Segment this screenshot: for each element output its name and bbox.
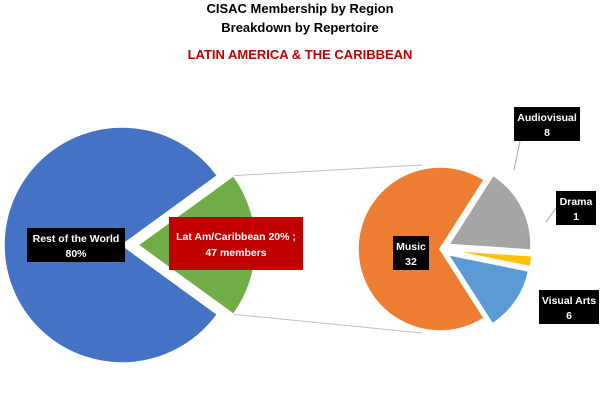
latam-label: Lat Am/Caribbean 20% ; 47 members (169, 217, 303, 270)
rest-of-world-label-box (27, 228, 125, 262)
latam-label-line1: Lat Am/Caribbean 20% ; (176, 231, 296, 243)
visual-arts-label-name: Visual Arts (542, 295, 596, 307)
drama-label: Drama 1 (545, 191, 596, 225)
chart-title: CISAC Membership by Region (206, 1, 393, 16)
visual-arts-label-value: 6 (566, 310, 572, 322)
connector-lines (233, 164, 423, 334)
visual-arts-label: Visual Arts 6 (539, 290, 599, 324)
rest-of-world-label-name: Rest of the World (33, 233, 120, 245)
music-label: Music 32 (393, 236, 429, 270)
pie-slice-visual-arts (446, 253, 530, 325)
music-label-box (393, 236, 429, 270)
drama-label-name: Drama (560, 196, 593, 208)
music-label-value: 32 (405, 256, 417, 268)
drama-label-box (556, 191, 596, 225)
chart-subtitle: Breakdown by Repertoire (221, 20, 379, 35)
drama-leader-line (545, 207, 557, 223)
latam-label-line2: 47 members (205, 247, 266, 259)
region-title: LATIN AMERICA & THE CARIBBEAN (188, 47, 413, 62)
drama-label-value: 1 (573, 211, 579, 223)
pie-slice-audiovisual (447, 174, 532, 251)
breakdown-pie (357, 166, 533, 332)
pie-slice-drama (449, 249, 533, 268)
visual-arts-label-box (539, 290, 599, 324)
connector-line-top (233, 164, 423, 177)
audiovisual-label-name: Audiovisual (517, 112, 577, 124)
rest-of-world-label: Rest of the World 80% (27, 228, 125, 262)
audiovisual-label-value: 8 (544, 127, 550, 139)
audiovisual-label-box (514, 107, 580, 141)
connector-line-bottom (233, 313, 423, 334)
music-label-name: Music (396, 241, 426, 253)
audiovisual-label: Audiovisual 8 (513, 107, 580, 171)
audiovisual-leader-line (513, 140, 521, 171)
latam-label-box (169, 217, 303, 270)
rest-of-world-label-value: 80% (65, 248, 87, 260)
